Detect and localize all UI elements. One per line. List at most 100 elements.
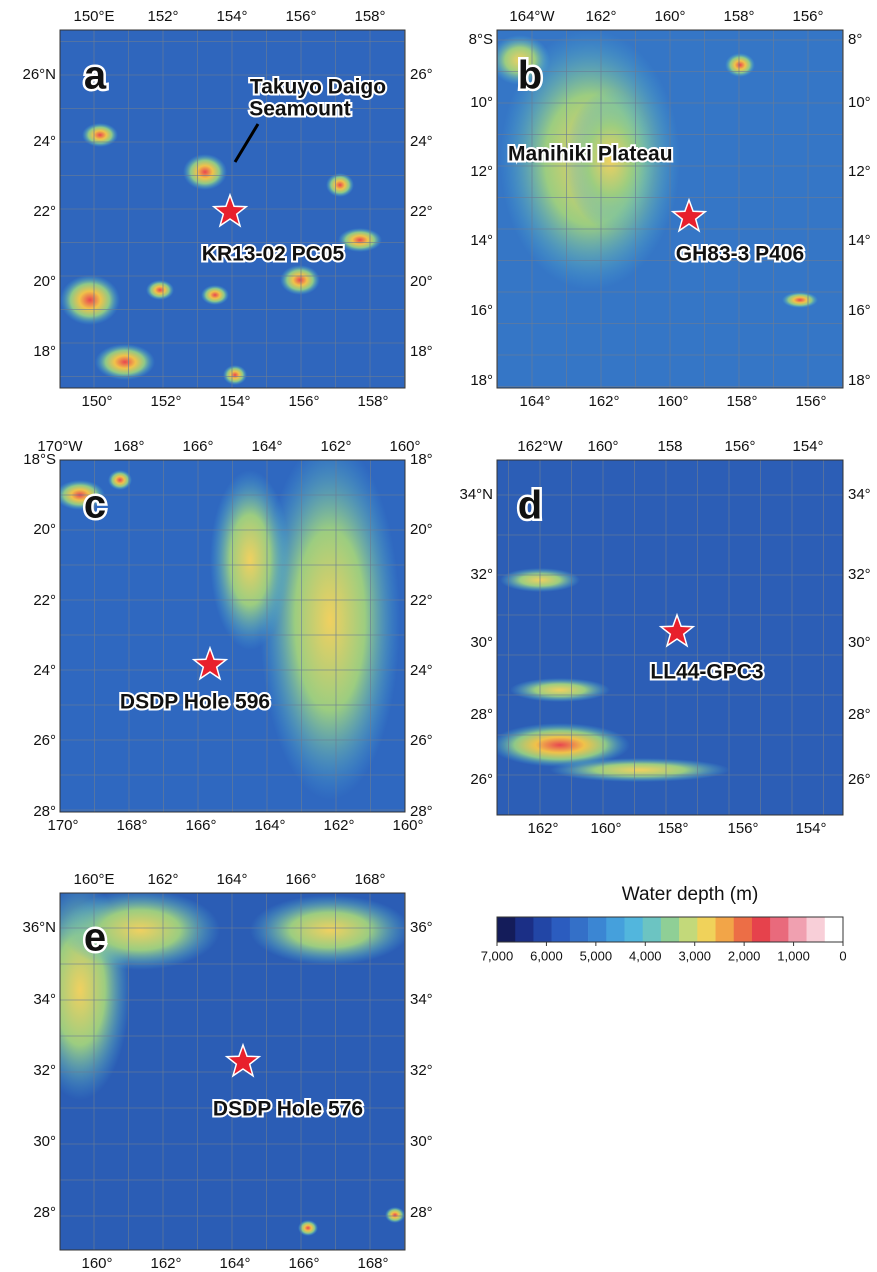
bottom-tick-label: 164° xyxy=(519,393,550,410)
right-tick-label: 14° xyxy=(848,232,871,249)
leader-line xyxy=(233,123,260,163)
left-tick-label: 10° xyxy=(470,94,493,111)
colorbar-label: 5,000 xyxy=(580,948,613,963)
left-tick-label: 30° xyxy=(33,1133,56,1150)
relief xyxy=(510,678,610,702)
relief xyxy=(223,365,247,385)
top-tick-label: 164° xyxy=(216,871,247,888)
colorbar-segment xyxy=(624,917,643,942)
bathymetry xyxy=(60,30,405,388)
colorbar-title: Water depth (m) xyxy=(622,884,759,905)
colorbar-segment xyxy=(824,917,844,942)
left-tick-label: 32° xyxy=(33,1062,56,1079)
top-tick-label: 168° xyxy=(354,871,385,888)
relief xyxy=(497,723,630,767)
bottom-tick-label: 158° xyxy=(357,393,388,410)
bottom-tick-label: 152° xyxy=(150,393,181,410)
right-tick-label: 26° xyxy=(410,732,433,749)
relief xyxy=(108,470,132,490)
panel-letter: a xyxy=(84,54,107,98)
site-label: Manihiki Plateau xyxy=(508,143,673,166)
bottom-tick-label: 162° xyxy=(323,817,354,834)
colorbar-segment xyxy=(588,917,607,942)
left-tick-label: 34° xyxy=(33,991,56,1008)
bathymetry xyxy=(497,30,843,388)
panel-letter: c xyxy=(84,483,106,527)
bottom-tick-label: 166° xyxy=(288,1255,319,1272)
relief xyxy=(201,285,229,305)
bottom-tick-label: 160° xyxy=(657,393,688,410)
top-tick-label: 160° xyxy=(389,438,420,455)
top-tick-label: 168° xyxy=(113,438,144,455)
bottom-tick-label: 168° xyxy=(357,1255,388,1272)
bottom-tick-label: 158° xyxy=(726,393,757,410)
left-tick-label: 30° xyxy=(470,634,493,651)
right-tick-label: 32° xyxy=(848,566,871,583)
panel-letter: d xyxy=(518,484,542,528)
colorbar-label: 0 xyxy=(839,948,846,963)
left-tick-label: 22° xyxy=(33,203,56,220)
top-tick-label: 162° xyxy=(320,438,351,455)
bottom-tick-label: 156° xyxy=(288,393,319,410)
left-tick-label: 36°N xyxy=(22,919,56,936)
right-tick-label: 34° xyxy=(410,991,433,1008)
relief xyxy=(326,173,354,197)
colorbar-segment xyxy=(606,917,625,942)
right-tick-label: 32° xyxy=(410,1062,433,1079)
bottom-tick-label: 160° xyxy=(590,820,621,837)
bottom-tick-label: 164° xyxy=(254,817,285,834)
panel-letter: b xyxy=(518,54,542,98)
bottom-tick-label: 158° xyxy=(657,820,688,837)
bathymetry xyxy=(60,460,405,812)
bottom-tick-label: 150° xyxy=(81,393,112,410)
top-tick-label: 166° xyxy=(182,438,213,455)
colorbar-segment xyxy=(697,917,716,942)
map-panel: 150°E 152° 154° 156° 158° 150° 152° 154° 156° 158… xyxy=(22,8,432,410)
top-tick-label: 158° xyxy=(354,8,385,25)
colorbar-segment xyxy=(806,917,826,942)
top-tick-label: 160°E xyxy=(73,871,114,888)
colorbar-label: 1,000 xyxy=(777,948,810,963)
site-star xyxy=(670,197,708,233)
site-label: LL44-GPC3 xyxy=(650,661,763,684)
map-panel: 170°W 168° 166° 164° 162° 160° 170° 168° 166° 164… xyxy=(23,438,432,834)
top-tick-label: 166° xyxy=(285,871,316,888)
relief xyxy=(60,275,120,325)
colorbar-segment xyxy=(551,917,571,942)
right-tick-label: 18° xyxy=(410,343,433,360)
site-label: GH83-3 P406 xyxy=(676,243,804,266)
top-tick-label: 156° xyxy=(285,8,316,25)
bottom-tick-label: 170° xyxy=(47,817,78,834)
right-tick-label: 28° xyxy=(848,706,871,723)
right-tick-label: 28° xyxy=(410,1204,433,1221)
left-tick-label: 8°S xyxy=(469,31,493,48)
panel-letter: e xyxy=(84,916,106,960)
left-tick-label: 18°S xyxy=(23,451,56,468)
relief xyxy=(95,344,155,380)
left-tick-label: 20° xyxy=(33,521,56,538)
panel-frame xyxy=(59,892,406,1251)
panel-frame xyxy=(496,459,844,816)
map-panel: 162°W 160° 158 156° 154° 162° 160° 158° 156° 154°… xyxy=(459,438,870,837)
bottom-tick-label: 166° xyxy=(185,817,216,834)
right-tick-label: 22° xyxy=(410,203,433,220)
colorbar-segment xyxy=(533,917,552,942)
right-tick-label: 10° xyxy=(848,94,871,111)
site-star xyxy=(224,1042,262,1078)
left-tick-label: 26° xyxy=(33,732,56,749)
right-tick-label: 18° xyxy=(848,372,871,389)
bathymetry xyxy=(497,460,843,815)
top-tick-label: 164°W xyxy=(509,8,555,25)
bathymetry xyxy=(60,893,405,1250)
right-tick-label: 18° xyxy=(410,451,433,468)
colorbar-segment xyxy=(569,917,589,942)
right-tick-label: 24° xyxy=(410,133,433,150)
top-tick-label: 150°E xyxy=(73,8,114,25)
relief xyxy=(210,470,290,650)
bottom-tick-label: 156° xyxy=(795,393,826,410)
bottom-tick-label: 162° xyxy=(527,820,558,837)
right-tick-label: 20° xyxy=(410,273,433,290)
bottom-tick-label: 160° xyxy=(392,817,423,834)
left-tick-label: 16° xyxy=(470,302,493,319)
